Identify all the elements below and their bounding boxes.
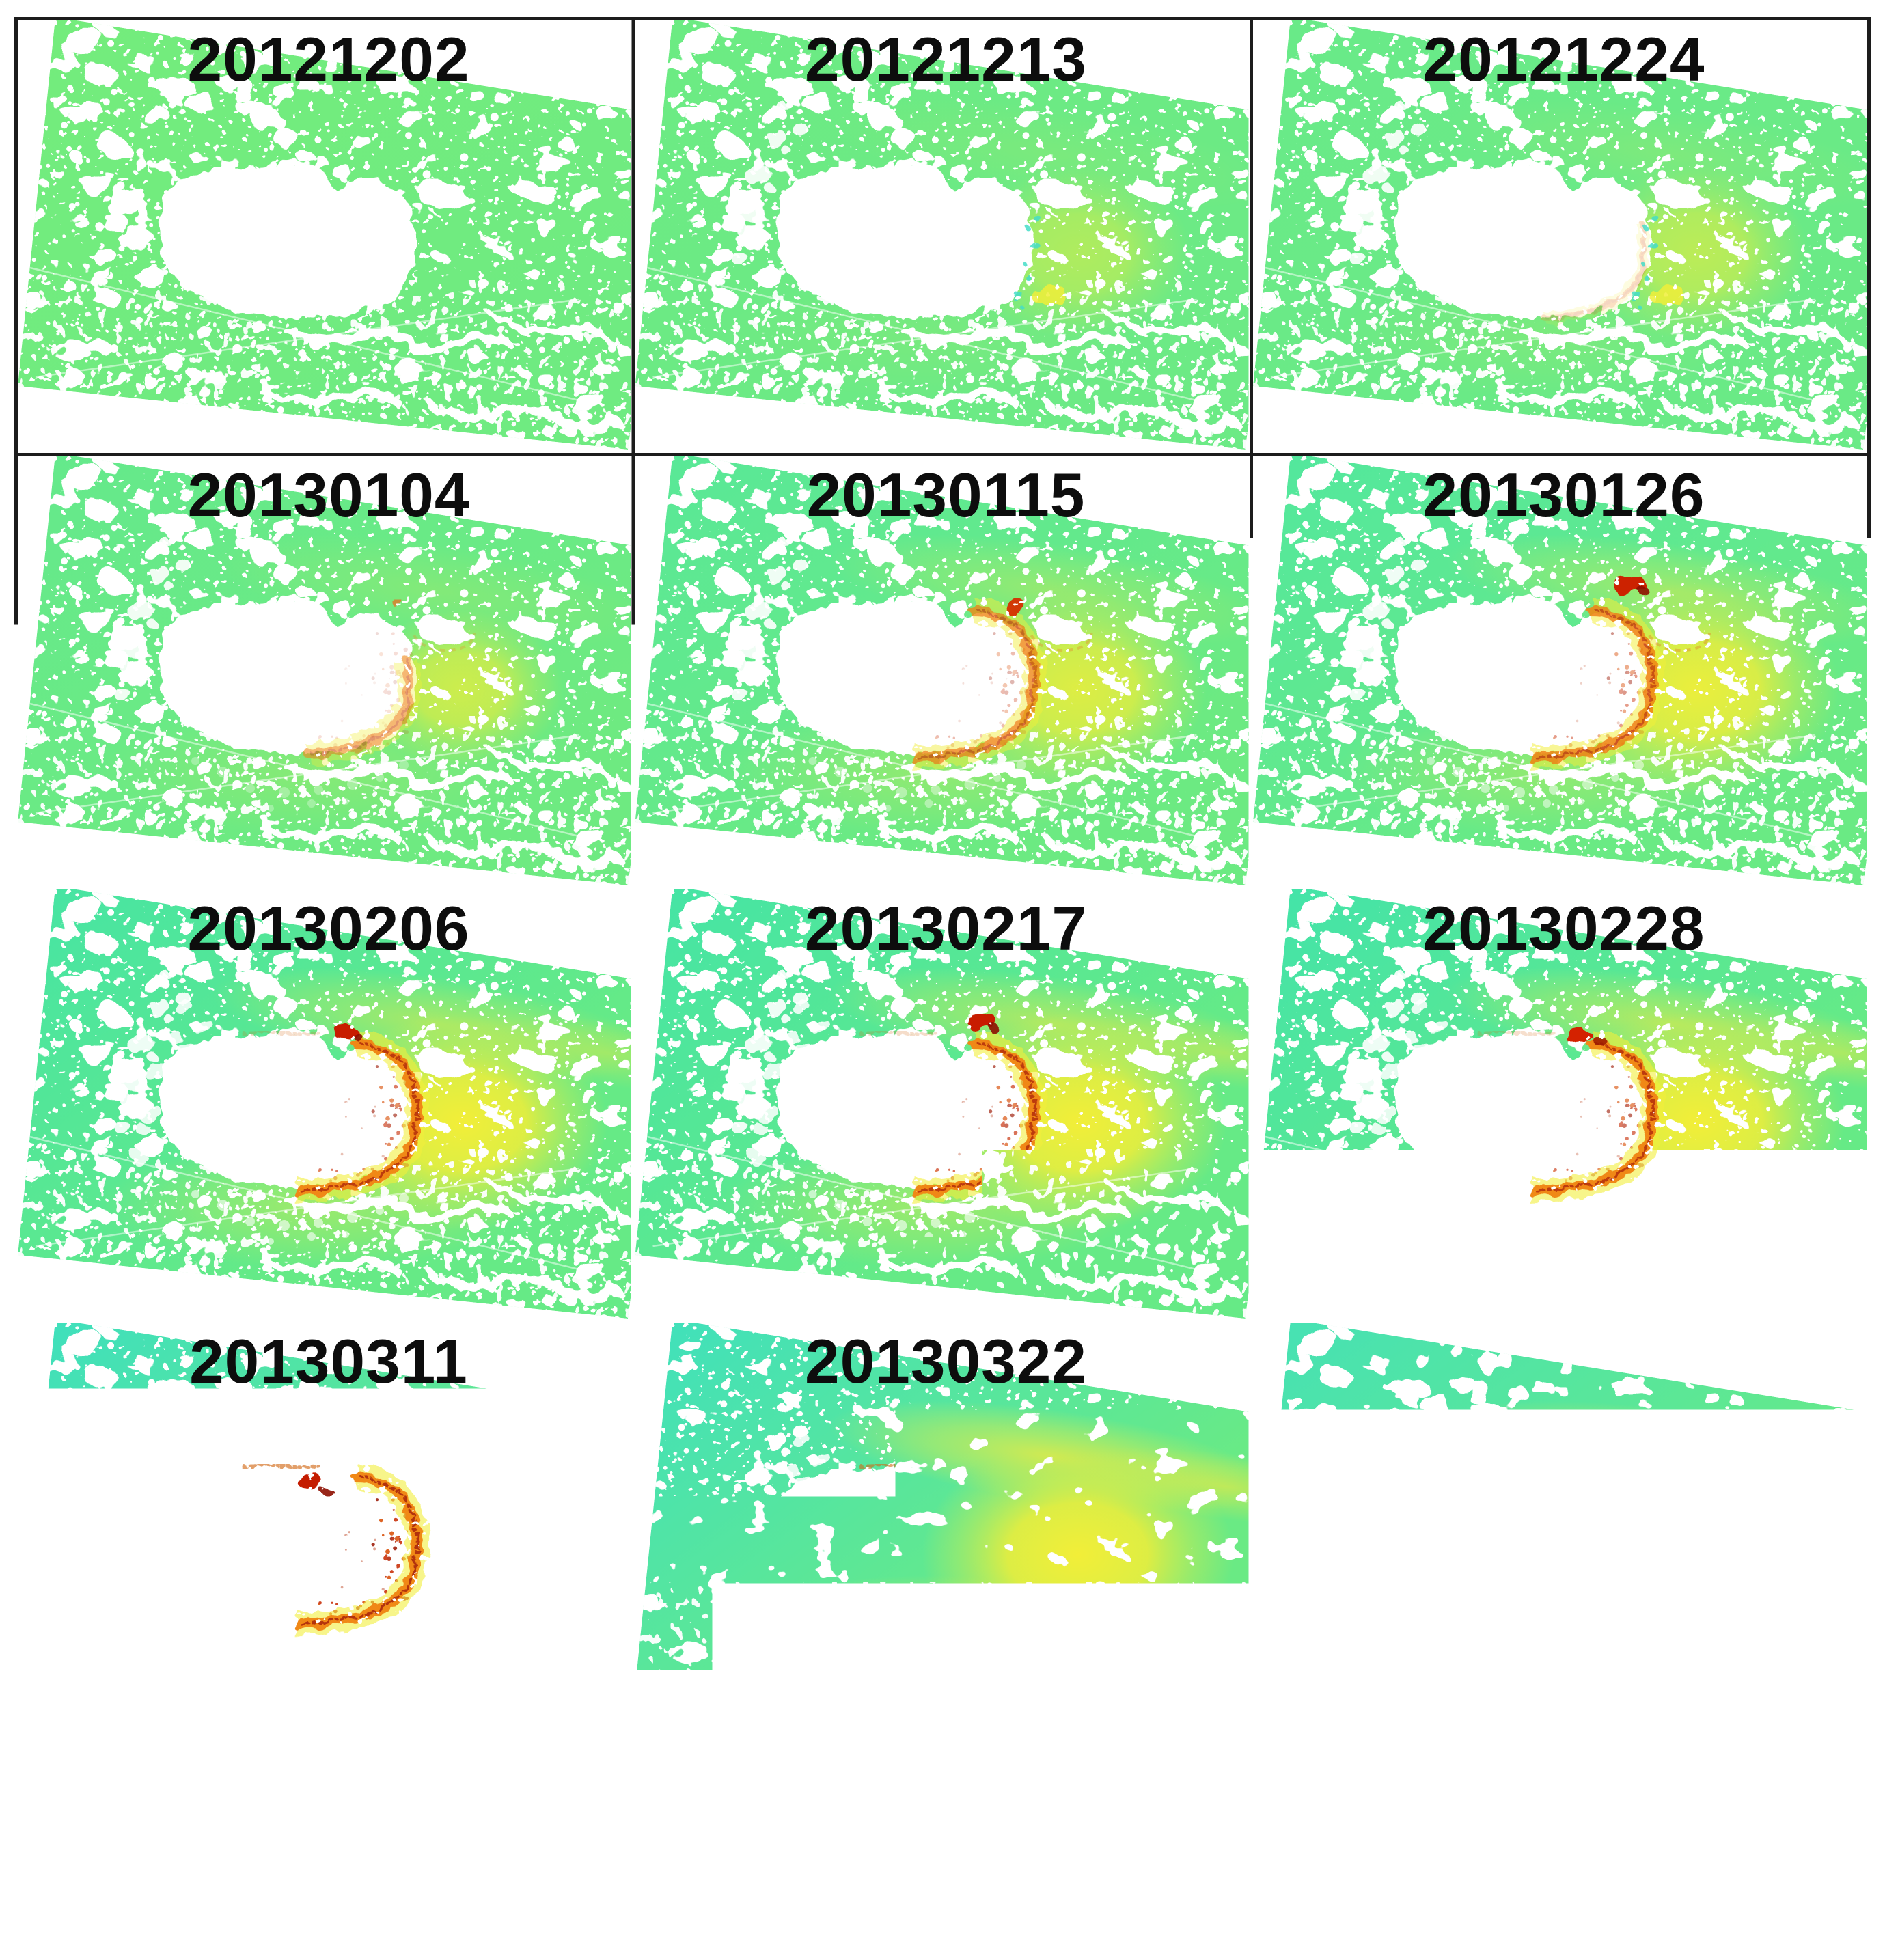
svg-text:20121202: 20121202: [188, 25, 470, 94]
svg-text:20130104: 20130104: [188, 461, 470, 530]
svg-text:0: 0: [870, 1797, 898, 1854]
svg-text:−0.1: −0.1: [640, 1797, 740, 1854]
svg-text:20130322: 20130322: [805, 1327, 1087, 1396]
svg-text:20121224: 20121224: [1423, 25, 1705, 94]
svg-text:20130228: 20130228: [1423, 894, 1705, 963]
svg-text:20130206: 20130206: [188, 894, 470, 963]
svg-text:0.1: 0.1: [1044, 1797, 1114, 1854]
svg-text:20130311: 20130311: [189, 1327, 468, 1396]
svg-text:20121213: 20121213: [805, 25, 1087, 94]
svg-text:20130126: 20130126: [1423, 461, 1705, 530]
svg-text:20130217: 20130217: [805, 894, 1087, 963]
svg-text:20130402: 20130402: [1423, 1327, 1705, 1396]
svg-text:20130115: 20130115: [807, 461, 1086, 530]
svg-text:−0.2: −0.2: [445, 1797, 545, 1854]
svg-text:0.2: 0.2: [1239, 1797, 1309, 1854]
svg-text:[m]: [m]: [844, 1879, 923, 1936]
